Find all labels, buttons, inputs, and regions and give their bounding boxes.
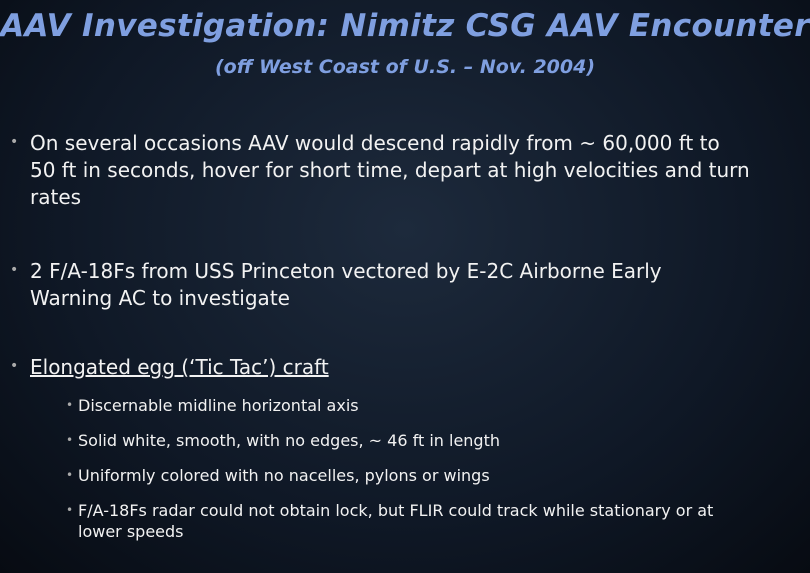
sub-bullet: Uniformly colored with no nacelles, pylo… [78, 466, 490, 485]
bullet-dot: • [10, 262, 19, 278]
bullet: Elongated egg (‘Tic Tac’) craft [30, 355, 329, 379]
sub-bullet: F/A-18Fs radar could not obtain lock, bu… [78, 501, 714, 541]
subtitle: (off West Coast of U.S. – Nov. 2004) [214, 56, 596, 78]
sub-dot: • [66, 503, 74, 517]
bullet-dot: • [10, 358, 19, 374]
sub-dot: • [66, 468, 74, 482]
bullet: 2 F/A-18Fs from USS Princeton vectored b… [30, 259, 662, 310]
bullet-dot: • [10, 134, 19, 150]
sub-bullet: Solid white, smooth, with no edges, ~ 46… [78, 431, 500, 450]
bullet: On several occasions AAV would descend r… [30, 131, 750, 209]
sub-dot: • [66, 398, 74, 412]
sub-dot: • [66, 433, 74, 447]
sub-bullet: Discernable midline horizontal axis [78, 396, 359, 415]
title: AAV Investigation: Nimitz CSG AAV Encoun… [0, 8, 810, 44]
